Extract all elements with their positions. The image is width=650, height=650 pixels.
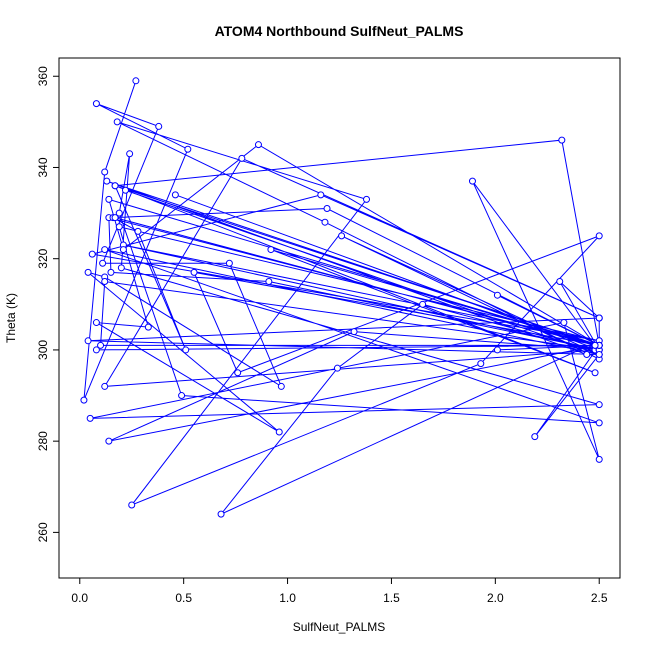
y-tick-label: 280 — [36, 431, 50, 451]
y-axis-label: Theta (K) — [4, 293, 18, 343]
data-point — [583, 350, 591, 358]
data-point — [134, 227, 142, 235]
data-point — [111, 182, 119, 190]
data-point — [111, 214, 119, 222]
chart-title: ATOM4 Northbound SulfNeut_PALMS — [215, 23, 464, 39]
data-point — [275, 428, 283, 436]
data-point — [182, 346, 190, 354]
y-tick-label: 320 — [36, 248, 50, 268]
data-point — [92, 346, 100, 354]
data-point — [92, 100, 100, 108]
data-point — [595, 455, 603, 463]
x-tick-label: 0.5 — [175, 591, 192, 605]
data-point — [225, 259, 233, 267]
data-point — [591, 369, 599, 377]
x-tick-label: 0.0 — [71, 591, 88, 605]
data-point — [595, 232, 603, 240]
data-point — [115, 209, 123, 217]
x-tick-label: 2.0 — [487, 591, 504, 605]
data-point — [468, 177, 476, 185]
data-point — [171, 191, 179, 199]
data-point — [323, 205, 331, 213]
x-tick-label: 1.5 — [383, 591, 400, 605]
data-point — [591, 341, 599, 349]
data-point — [317, 191, 325, 199]
data-point — [350, 328, 358, 336]
data-point — [113, 118, 121, 126]
series-layer — [80, 77, 603, 518]
data-point — [267, 246, 275, 254]
data-point — [560, 319, 568, 327]
data-point — [101, 246, 109, 254]
data-point — [184, 145, 192, 153]
data-point — [556, 278, 564, 286]
data-point — [234, 369, 242, 377]
data-point — [132, 77, 140, 85]
data-point — [595, 401, 603, 409]
data-point — [107, 268, 115, 276]
data-point — [277, 382, 285, 390]
data-point — [338, 232, 346, 240]
data-point — [119, 246, 127, 254]
data-point — [595, 314, 603, 322]
data-point — [363, 195, 371, 203]
data-point — [217, 510, 225, 518]
data-point — [477, 360, 485, 368]
data-point — [99, 259, 107, 267]
data-point — [178, 392, 186, 400]
data-point — [101, 168, 109, 176]
y-tick-label: 360 — [36, 66, 50, 86]
data-point — [115, 223, 123, 231]
data-point — [105, 437, 113, 445]
data-point — [88, 250, 96, 258]
data-point — [103, 177, 111, 185]
data-point — [105, 195, 113, 203]
data-point — [80, 396, 88, 404]
data-point — [419, 300, 427, 308]
data-point — [238, 154, 246, 162]
data-point — [97, 341, 105, 349]
data-point — [101, 278, 109, 286]
x-tick-label: 1.0 — [279, 591, 296, 605]
data-point — [155, 122, 163, 130]
x-axis: 0.0 0.5 1.0 1.5 2.0 2.5 — [71, 577, 608, 605]
data-point — [558, 136, 566, 144]
data-point — [84, 268, 92, 276]
data-point — [144, 323, 152, 331]
y-tick-label: 260 — [36, 522, 50, 542]
data-point — [595, 350, 603, 358]
data-point — [86, 414, 94, 422]
x-axis-label: SulfNeut_PALMS — [293, 620, 386, 634]
data-point — [493, 291, 501, 299]
data-point — [265, 278, 273, 286]
y-axis: 260 280 300 320 340 360 — [36, 66, 60, 542]
data-point — [333, 364, 341, 372]
data-point — [531, 433, 539, 441]
data-point — [126, 150, 134, 158]
y-tick-label: 340 — [36, 157, 50, 177]
series-line — [83, 80, 601, 515]
data-point — [117, 264, 125, 272]
data-point — [101, 382, 109, 390]
data-point — [128, 501, 136, 509]
data-point — [121, 186, 129, 194]
data-point — [92, 319, 100, 327]
y-tick-label: 300 — [36, 340, 50, 360]
data-point — [190, 268, 198, 276]
x-tick-label: 2.5 — [591, 591, 608, 605]
data-point — [321, 218, 329, 226]
data-point — [493, 346, 501, 354]
data-point — [254, 141, 262, 149]
data-point — [84, 337, 92, 345]
data-point — [595, 419, 603, 427]
